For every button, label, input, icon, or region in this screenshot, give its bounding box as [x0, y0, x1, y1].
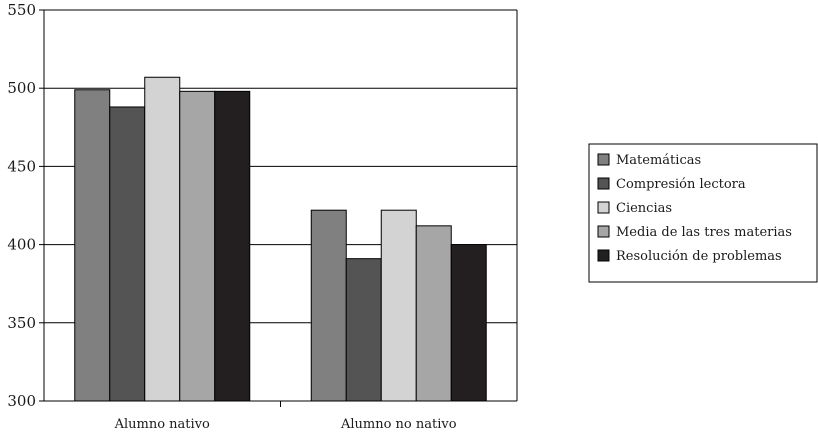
bar — [144, 76, 181, 402]
legend-swatch — [597, 201, 610, 214]
legend-box — [588, 143, 818, 283]
x-category-label: Alumno no nativo — [340, 417, 457, 432]
bar — [179, 90, 216, 402]
legend-label: Ciencias — [616, 201, 672, 216]
x-category-label: Alumno nativo — [114, 417, 210, 432]
bars — [74, 76, 487, 402]
legend-label: Matemáticas — [616, 153, 701, 168]
legend-swatch — [597, 225, 610, 238]
legend-swatch — [597, 153, 610, 166]
bar — [109, 106, 146, 402]
bar — [310, 209, 347, 402]
legend-label: Compresión lectora — [616, 177, 746, 192]
legend: Matemáticas Compresión lectora Ciencias Med… — [588, 143, 818, 283]
legend-swatch — [597, 249, 610, 262]
y-tick-label: 400 — [7, 236, 36, 254]
y-tick-label: 350 — [7, 314, 36, 332]
bar — [214, 90, 251, 402]
y-tick-label: 300 — [7, 392, 36, 410]
legend-swatch — [597, 177, 610, 190]
bar — [450, 244, 487, 402]
bar — [74, 89, 111, 402]
bar — [380, 209, 417, 402]
axes — [39, 9, 518, 407]
legend-label: Resolución de problemas — [616, 249, 782, 264]
bar — [345, 258, 382, 402]
y-tick-label: 450 — [7, 157, 36, 175]
legend-label: Media de las tres materias — [616, 225, 792, 240]
axis-labels: 550 500 450 400 350 300 Alumno nativo Alumno no… — [7, 1, 456, 432]
y-tick-label: 550 — [7, 1, 36, 19]
bar — [415, 225, 452, 402]
y-tick-label: 500 — [7, 79, 36, 97]
